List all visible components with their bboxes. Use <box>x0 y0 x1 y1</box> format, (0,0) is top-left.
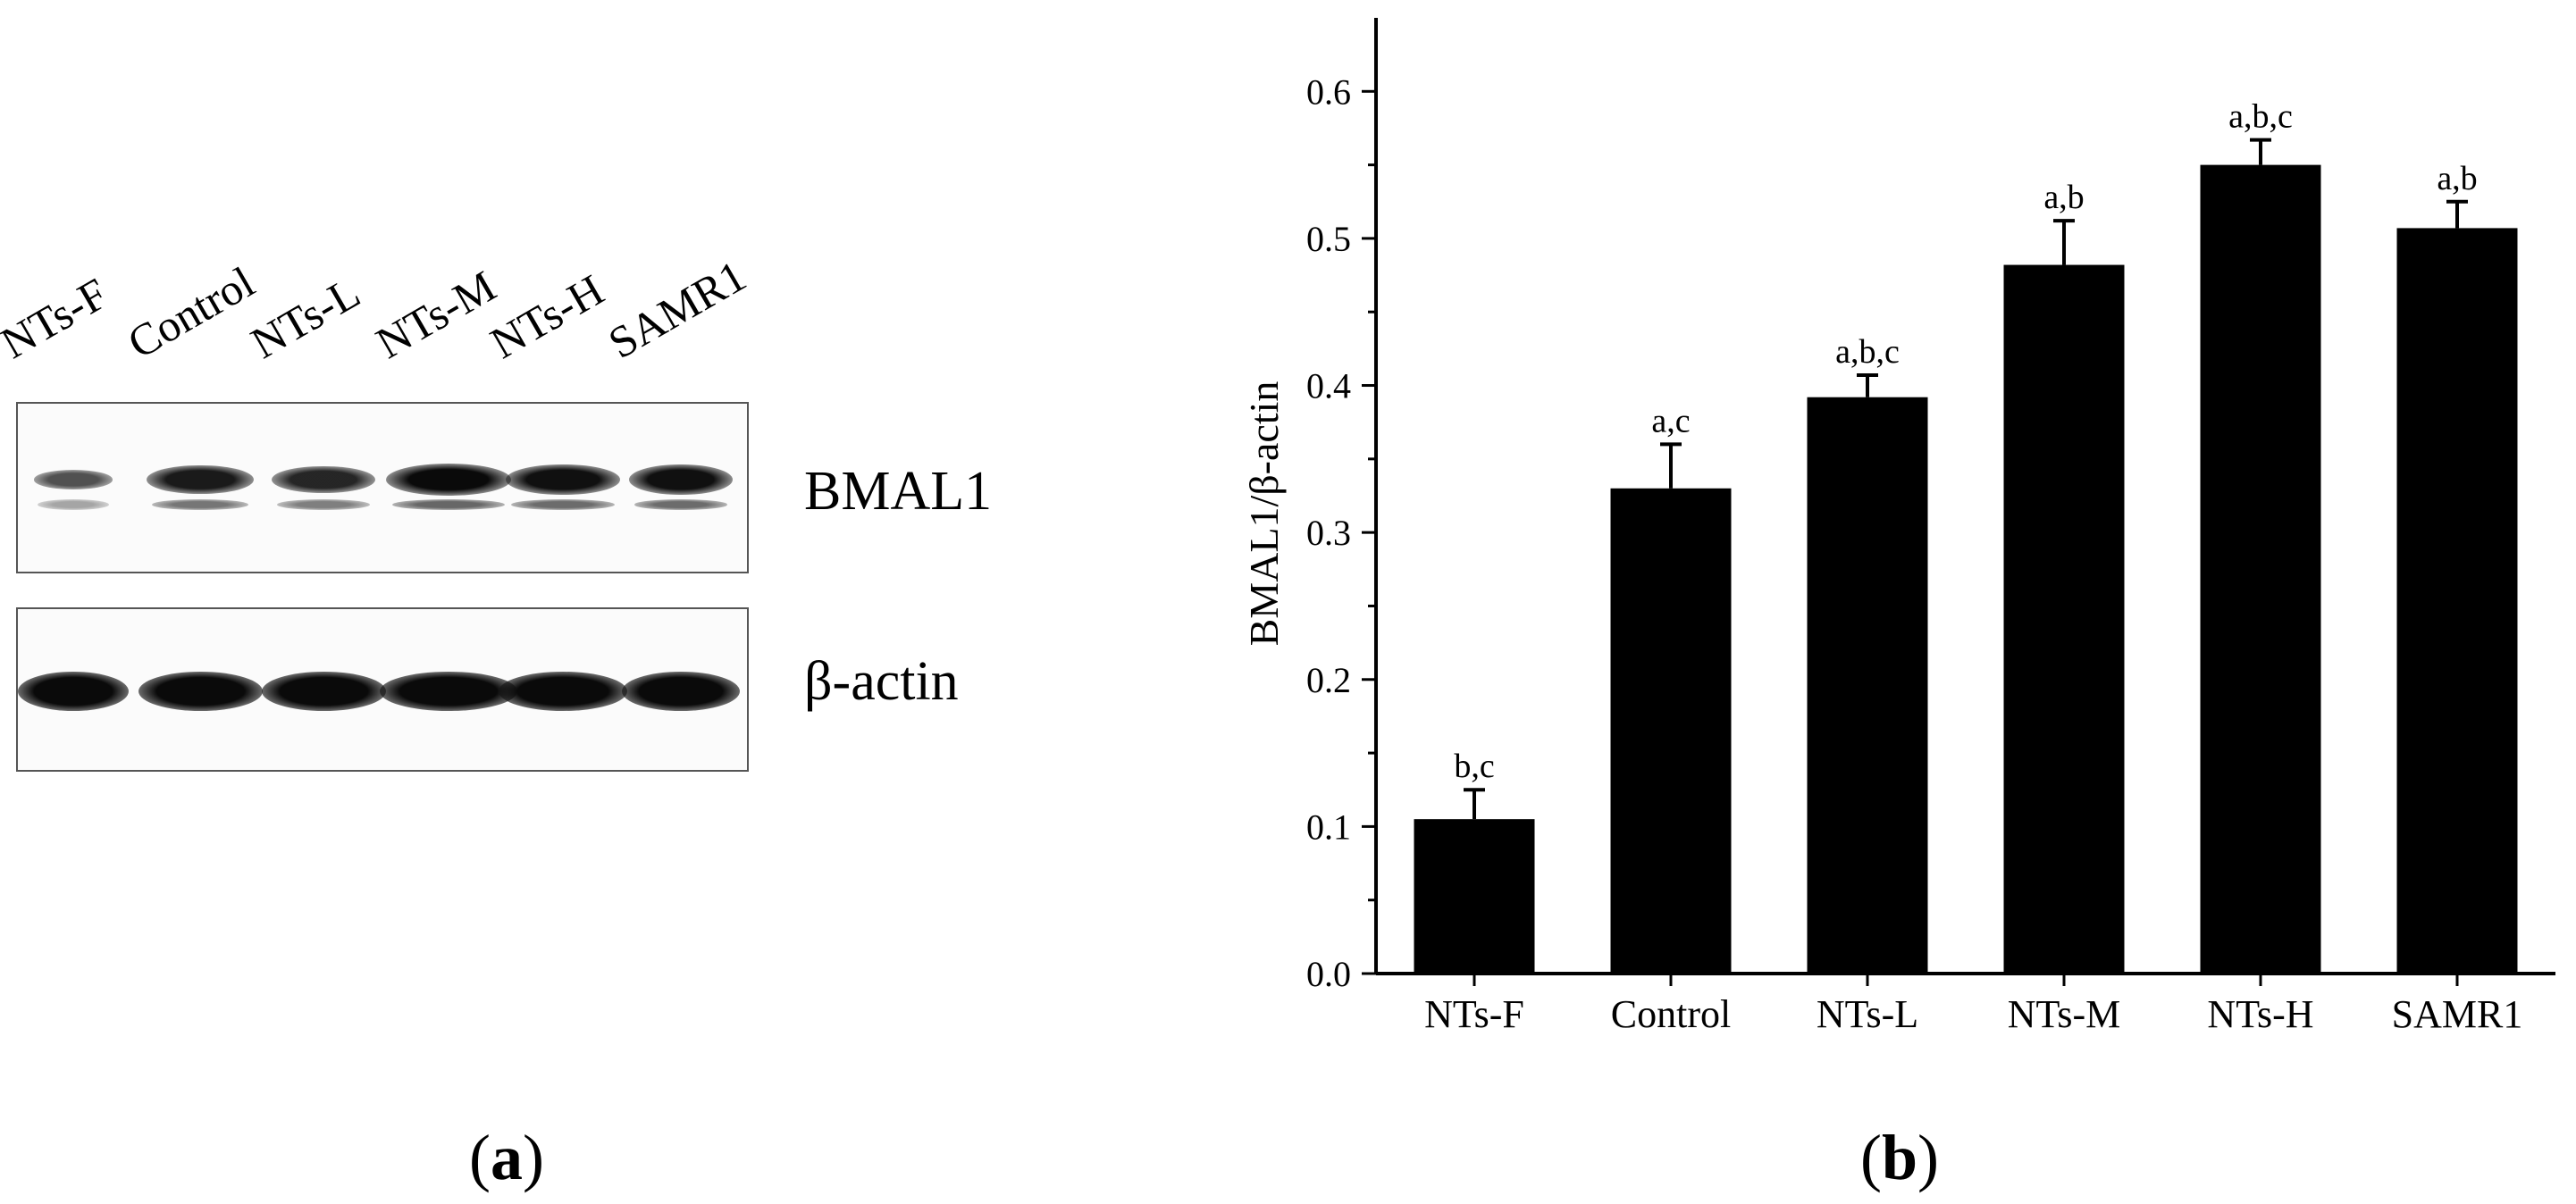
x-tick-label: SAMR1 <box>2392 992 2523 1036</box>
significance-label: a,c <box>1651 402 1690 439</box>
actin-band <box>261 672 386 711</box>
actin-band <box>499 672 627 711</box>
bmal1-lower-band <box>392 499 505 510</box>
significance-label: a,b,c <box>2228 98 2293 136</box>
bar <box>1807 397 1928 974</box>
panel-b-label: (b) <box>1860 1122 1940 1193</box>
x-tick-label: Control <box>1611 992 1731 1036</box>
bmal1-band <box>505 464 621 496</box>
x-tick-label: NTs-L <box>1817 992 1918 1036</box>
bmal1-band <box>272 465 375 494</box>
bmal1-band <box>33 470 113 489</box>
actin-blot-label: β-actin <box>804 651 959 712</box>
y-tick-label: 0.3 <box>1306 513 1351 553</box>
bmal1-band <box>628 464 734 496</box>
actin-band <box>380 672 517 711</box>
y-tick-label: 0.5 <box>1306 219 1351 259</box>
y-tick-label: 0.0 <box>1306 954 1351 994</box>
x-tick-label: NTs-F <box>1424 992 1524 1036</box>
bar <box>1414 819 1535 974</box>
x-tick-label: NTs-H <box>2207 992 2313 1036</box>
bmal1-lower-band <box>152 499 248 510</box>
bar <box>2396 228 2518 974</box>
y-tick-label: 0.4 <box>1306 366 1351 406</box>
bmal1-blot-label: BMAL1 <box>804 461 993 522</box>
actin-band <box>18 672 129 711</box>
significance-label: a,b <box>2043 179 2084 216</box>
bmal1-lower-band <box>276 499 371 510</box>
actin-band <box>622 672 740 711</box>
bmal1-lower-band <box>634 499 728 510</box>
y-tick-label: 0.6 <box>1306 71 1351 112</box>
bmal1-lower-band <box>38 499 109 510</box>
bar <box>1610 488 1732 974</box>
significance-label: a,b <box>2437 160 2477 197</box>
bmal1-lower-band <box>511 499 615 510</box>
actin-blot <box>16 607 749 772</box>
bmal1-band <box>147 464 254 495</box>
actin-band <box>138 672 263 711</box>
x-tick-label: NTs-M <box>2008 992 2120 1036</box>
bmal1-band <box>386 464 511 496</box>
panel-a-label: (a) <box>469 1122 544 1193</box>
y-tick-label: 0.2 <box>1306 660 1351 700</box>
significance-label: b,c <box>1454 748 1494 785</box>
bar <box>2200 164 2321 974</box>
bmal1-blot <box>16 402 749 573</box>
bar <box>2003 264 2125 974</box>
y-tick-label: 0.1 <box>1306 807 1351 847</box>
y-axis-label: BMAL1/β-actin <box>1241 381 1287 647</box>
significance-label: a,b,c <box>1835 333 1900 371</box>
